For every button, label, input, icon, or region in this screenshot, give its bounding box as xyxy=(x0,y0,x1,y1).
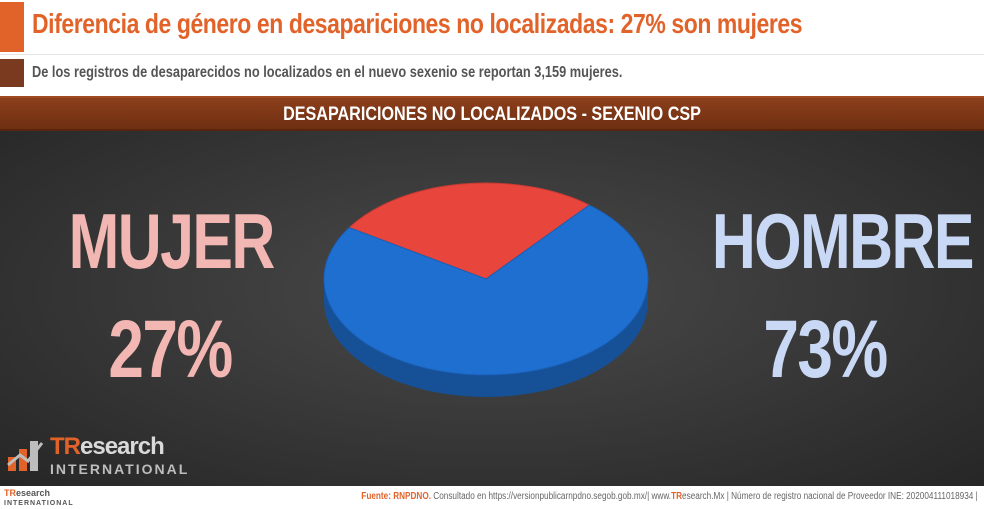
section-bar: DESAPARICIONES NO LOCALIZADOS - SEXENIO … xyxy=(0,96,984,131)
chart-title: DESAPARICIONES NO LOCALIZADOS - SEXENIO … xyxy=(283,104,701,125)
footer: TResearch INTERNATIONAL Fuente: RNPDNO. … xyxy=(0,486,984,509)
subtitle-bar: De los registros de desaparecidos no loc… xyxy=(0,55,984,91)
footer-source: Fuente: RNPDNO. Consultado en https://ve… xyxy=(361,491,978,502)
pie-svg xyxy=(323,182,649,397)
value-hombre: 73% xyxy=(763,304,888,395)
pie-slice-hombre xyxy=(323,204,649,376)
footer-logo: TResearch INTERNATIONAL xyxy=(4,488,74,508)
label-mujer: MUJER xyxy=(68,197,276,285)
pie-chart xyxy=(316,167,656,427)
label-hombre: HOMBRE xyxy=(711,197,975,285)
logo-subtext: INTERNATIONAL xyxy=(50,461,190,477)
logo-bars-icon xyxy=(7,441,44,471)
subtitle-accent xyxy=(0,59,24,87)
page-subtitle: De los registros de desaparecidos no loc… xyxy=(32,64,623,81)
logo-text: TResearch xyxy=(50,433,165,460)
pie-slice-mujer xyxy=(348,182,591,280)
page-title: Diferencia de género en desapariciones n… xyxy=(32,8,803,39)
title-accent xyxy=(0,2,24,52)
value-mujer: 27% xyxy=(108,304,233,395)
chart-stage: MUJER 27% HOMBRE 73% TResearch INTERNATI… xyxy=(0,131,984,486)
pie-side-hombre xyxy=(324,279,648,397)
brand-logo: TResearch INTERNATIONAL xyxy=(6,431,187,481)
title-bar: Diferencia de género en desapariciones n… xyxy=(0,0,984,55)
